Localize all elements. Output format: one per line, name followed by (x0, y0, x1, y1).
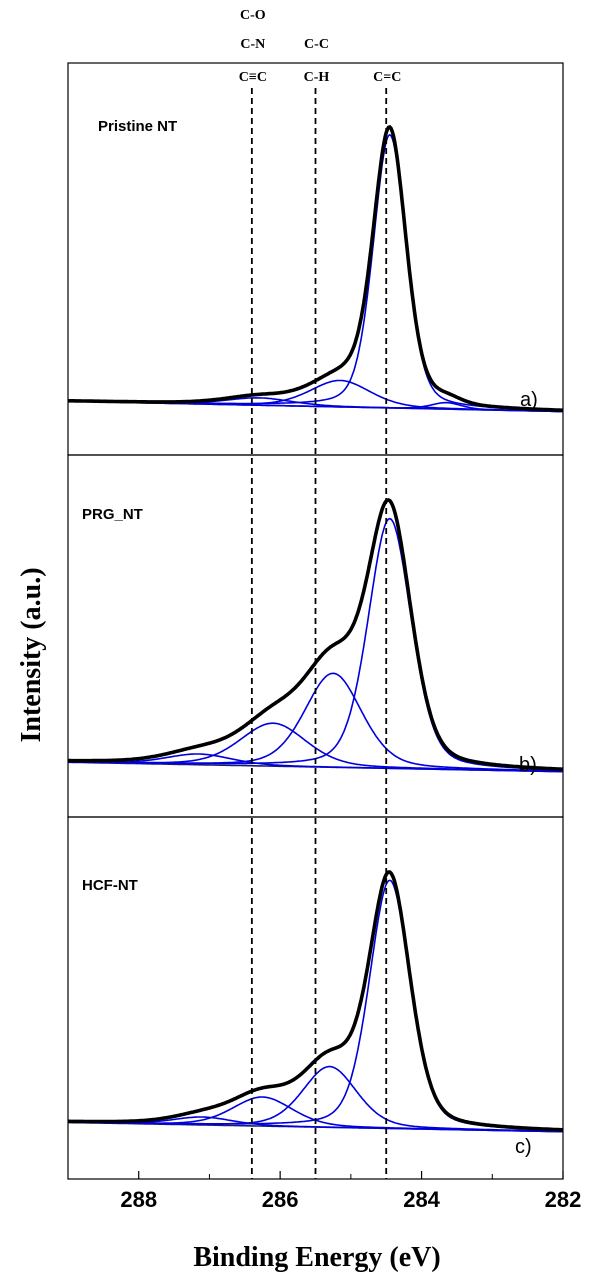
reference-label: C≡C (239, 70, 267, 85)
reference-label: C-H (304, 70, 330, 85)
x-tick-label: 288 (120, 1187, 157, 1212)
x-axis: 288 286 284 282 (67, 1171, 582, 1212)
reference-label: C-O (240, 8, 266, 23)
reference-line-labels: C-O C-N C≡C C-C C-H C=C (239, 8, 402, 85)
panel-title: PRG_NT (82, 506, 143, 523)
x-tick-label: 286 (262, 1187, 299, 1212)
panel-title: HCF-NT (82, 877, 138, 894)
x-tick-label: 282 (545, 1187, 582, 1212)
panel-tag: b) (519, 754, 537, 776)
y-axis-label: Intensity (a.u.) (16, 567, 47, 742)
reference-lines (250, 88, 388, 1179)
panel-tag: c) (515, 1136, 532, 1158)
reference-label: C-C (304, 37, 329, 52)
component-peak-4 (68, 753, 563, 773)
panel-title: Pristine NT (98, 118, 177, 135)
x-axis-label: Binding Energy (eV) (193, 1242, 440, 1273)
reference-label: C=C (373, 70, 401, 85)
component-peak-4 (68, 1116, 564, 1133)
panel-tag: a) (520, 389, 538, 411)
reference-label: C-N (240, 37, 265, 52)
x-tick-label: 284 (403, 1187, 440, 1212)
